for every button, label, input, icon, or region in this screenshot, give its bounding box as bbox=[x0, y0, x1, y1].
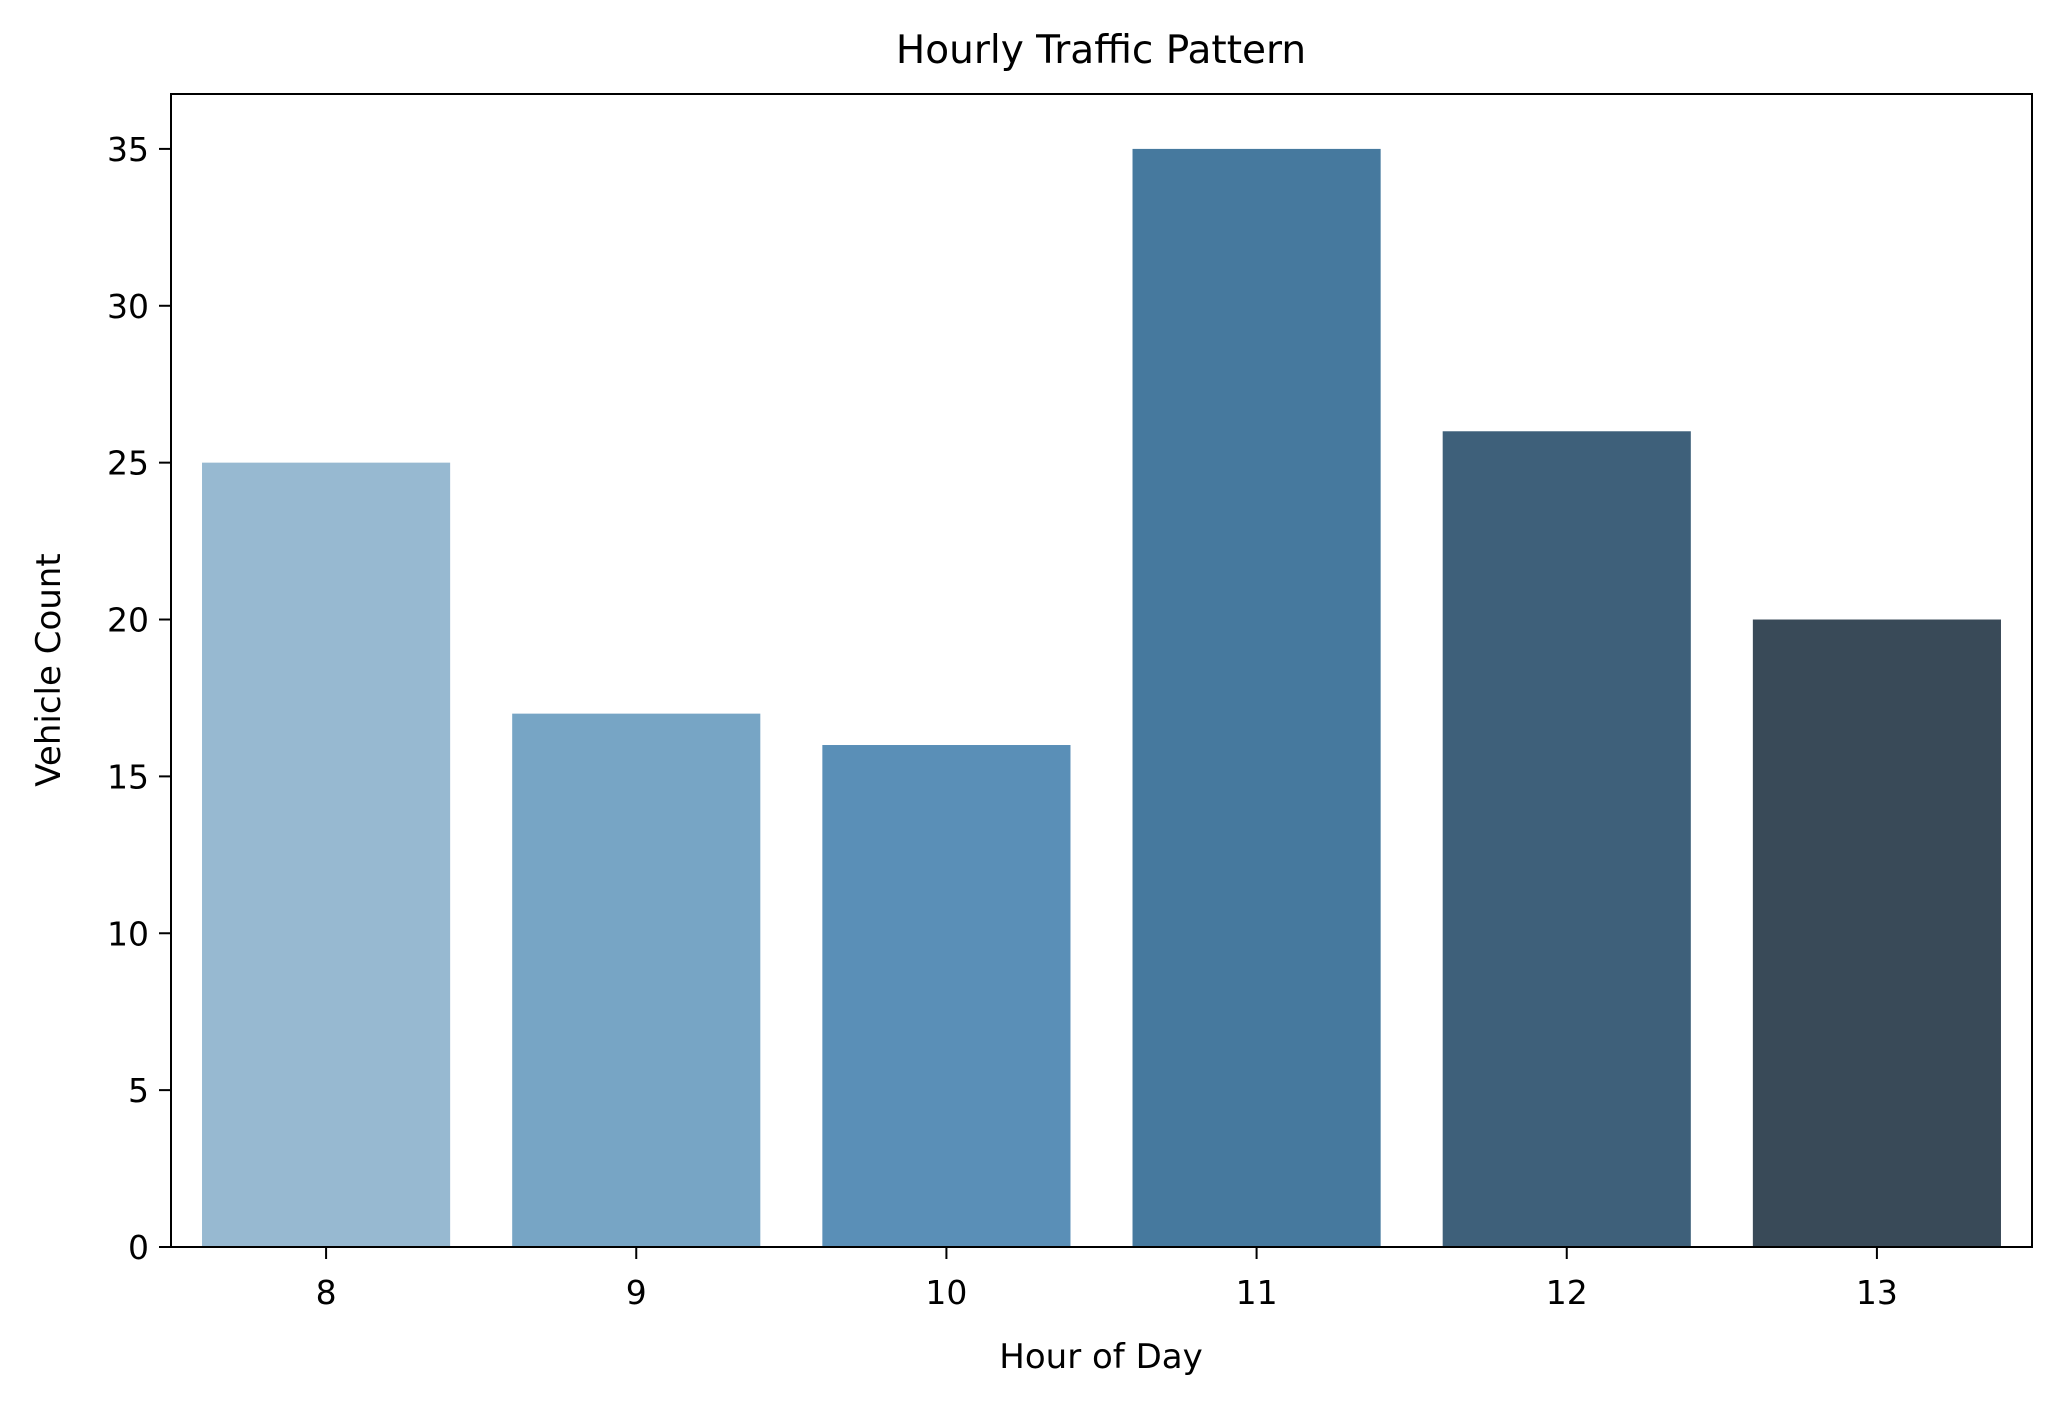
y-tick-label: 30 bbox=[107, 287, 149, 326]
bar-hour-8 bbox=[202, 462, 451, 1248]
x-tick-label: 11 bbox=[1236, 1273, 1278, 1312]
y-axis-ticks: 0 5 10 15 20 25 30 35 bbox=[107, 130, 171, 1267]
bar-hour-13 bbox=[1752, 619, 2001, 1247]
x-tick-label: 10 bbox=[925, 1273, 967, 1312]
bar-hour-12 bbox=[1442, 431, 1691, 1247]
bar-hour-10 bbox=[822, 745, 1071, 1247]
y-tick-label: 25 bbox=[107, 444, 149, 483]
x-axis-ticks: 8 9 10 11 12 13 bbox=[316, 1247, 1898, 1312]
plot-background bbox=[171, 94, 2032, 1247]
y-tick-label: 20 bbox=[107, 601, 149, 640]
y-axis-label: Vehicle Count bbox=[29, 553, 69, 786]
x-axis-label: Hour of Day bbox=[999, 1337, 1202, 1377]
y-tick-label: 35 bbox=[107, 130, 149, 169]
bar-hour-9 bbox=[512, 713, 761, 1247]
chart-title: Hourly Traffic Pattern bbox=[896, 28, 1306, 73]
y-tick-label: 15 bbox=[107, 757, 149, 796]
y-tick-label: 10 bbox=[107, 914, 149, 953]
x-tick-label: 12 bbox=[1546, 1273, 1588, 1312]
x-tick-label: 13 bbox=[1856, 1273, 1898, 1312]
plot-frame bbox=[170, 93, 2033, 1248]
x-tick-label: 9 bbox=[626, 1273, 647, 1312]
bar-hour-11 bbox=[1132, 148, 1381, 1247]
x-tick-label: 8 bbox=[316, 1273, 337, 1312]
bars-group bbox=[202, 148, 2001, 1248]
y-tick-label: 0 bbox=[128, 1228, 149, 1267]
y-tick-label: 5 bbox=[128, 1071, 149, 1110]
